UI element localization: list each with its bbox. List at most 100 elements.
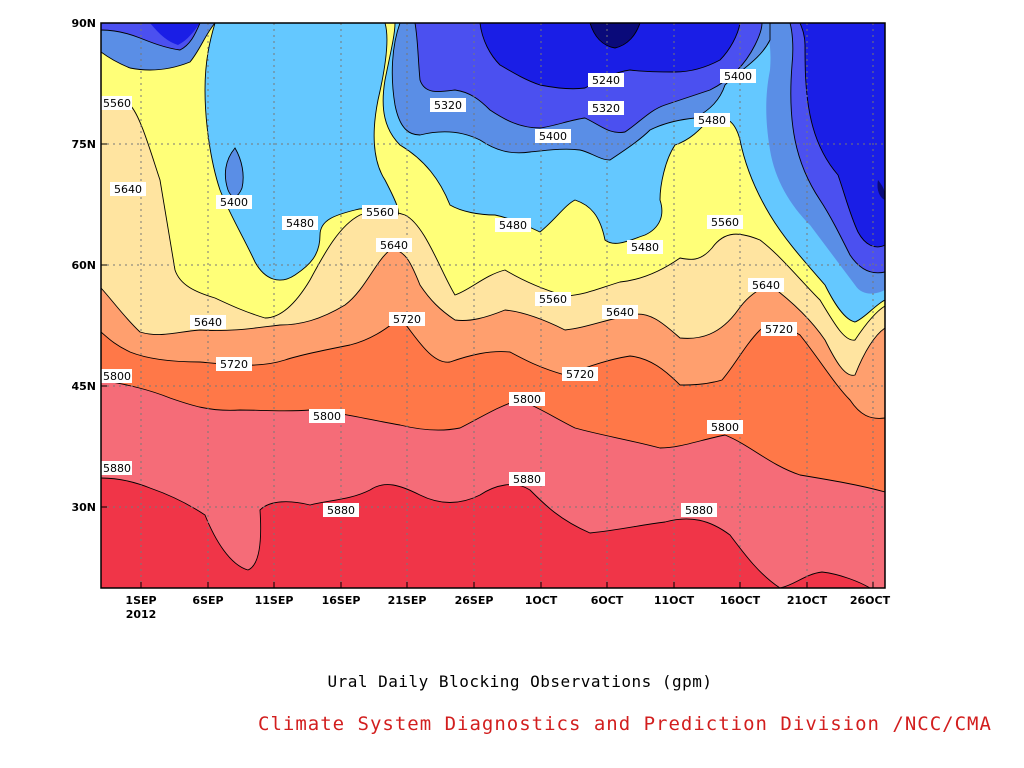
x-tick-label: 16OCT — [720, 594, 761, 607]
contour-label: 5480 — [627, 240, 663, 254]
band-5320-5400 — [101, 23, 885, 273]
x-tick-label: 26OCT — [850, 594, 891, 607]
svg-text:5880: 5880 — [103, 462, 131, 475]
y-tick-label: 90N — [71, 17, 96, 30]
svg-text:5560: 5560 — [366, 206, 394, 219]
contour-label: 5560 — [100, 96, 132, 110]
contour-label: 5800 — [707, 420, 743, 434]
contour-label: 5320 — [588, 101, 624, 115]
contour-label: 5720 — [216, 357, 252, 371]
x-tick-label: 26SEP — [455, 594, 494, 607]
x-tick-label: 1OCT — [525, 594, 558, 607]
band-5240-5320 — [150, 23, 885, 247]
svg-text:5560: 5560 — [103, 97, 131, 110]
band-below-5240 — [590, 23, 885, 200]
contour-label: 5640 — [190, 315, 226, 329]
svg-text:5640: 5640 — [752, 279, 780, 292]
contour-label: 5480 — [694, 113, 730, 127]
svg-text:5400: 5400 — [220, 196, 248, 209]
contour-label: 5240 — [588, 73, 624, 87]
contour-label: 5720 — [761, 322, 797, 336]
contour-label-layer: 5240 5320 5320 5400 5400 5400 5480 5480 … — [100, 69, 797, 517]
x-tick-label: 1SEP — [125, 594, 156, 607]
svg-text:5480: 5480 — [499, 219, 527, 232]
svg-text:5640: 5640 — [606, 306, 634, 319]
contour-line-5480 — [204, 23, 885, 323]
contour-label: 5320 — [430, 98, 466, 112]
plot-frame — [100, 22, 886, 589]
svg-text:5320: 5320 — [434, 99, 462, 112]
contour-label: 5720 — [562, 367, 598, 381]
contour-label: 5400 — [216, 195, 252, 209]
contour-line-5800 — [101, 379, 885, 493]
svg-text:5400: 5400 — [724, 70, 752, 83]
svg-text:5720: 5720 — [566, 368, 594, 381]
contour-label: 5800 — [100, 369, 132, 383]
x-tick-label: 21OCT — [787, 594, 828, 607]
svg-text:5880: 5880 — [513, 473, 541, 486]
credit-line: Climate System Diagnostics and Predictio… — [258, 713, 992, 735]
svg-text:5560: 5560 — [539, 293, 567, 306]
contour-label: 5720 — [389, 312, 425, 326]
x-tick-label: 16SEP — [322, 594, 361, 607]
svg-text:5560: 5560 — [711, 216, 739, 229]
svg-text:5640: 5640 — [194, 316, 222, 329]
contour-label: 5560 — [707, 215, 743, 229]
svg-text:5640: 5640 — [114, 183, 142, 196]
chart-title: Ural Daily Blocking Observations (gpm) — [327, 672, 713, 691]
x-tick-marks — [140, 582, 874, 588]
contour-label: 5400 — [720, 69, 756, 83]
svg-text:5480: 5480 — [286, 217, 314, 230]
svg-text:5720: 5720 — [393, 313, 421, 326]
svg-text:5880: 5880 — [685, 504, 713, 517]
x-tick-labels: 1SEP 6SEP 11SEP 16SEP 21SEP 26SEP 1OCT 6… — [125, 594, 890, 621]
svg-text:5720: 5720 — [765, 323, 793, 336]
x-tick-label: 11OCT — [654, 594, 695, 607]
contour-label: 5640 — [602, 305, 638, 319]
contour-line-5640 — [101, 249, 885, 376]
svg-text:5320: 5320 — [592, 102, 620, 115]
band-5400-eye — [225, 148, 244, 197]
svg-text:5240: 5240 — [592, 74, 620, 87]
contour-label: 5480 — [282, 216, 318, 230]
svg-text:5480: 5480 — [698, 114, 726, 127]
x-tick-label: 21SEP — [388, 594, 427, 607]
contour-label: 5560 — [362, 205, 398, 219]
contour-fill-layer — [101, 23, 885, 588]
contour-label: 5640 — [376, 238, 412, 252]
y-tick-label: 60N — [71, 259, 96, 272]
svg-text:5720: 5720 — [220, 358, 248, 371]
svg-text:5800: 5800 — [313, 410, 341, 423]
svg-text:5480: 5480 — [631, 241, 659, 254]
contour-label: 5400 — [535, 129, 571, 143]
contour-label: 5640 — [748, 278, 784, 292]
contour-label: 5800 — [509, 392, 545, 406]
y-tick-marks — [101, 22, 107, 508]
y-tick-label: 45N — [71, 380, 96, 393]
svg-text:5400: 5400 — [539, 130, 567, 143]
y-tick-label: 75N — [71, 138, 96, 151]
contour-line-5560 — [101, 99, 885, 341]
y-tick-labels: 30N 45N 60N 75N 90N — [71, 17, 96, 514]
svg-text:5800: 5800 — [711, 421, 739, 434]
contour-line-5400 — [101, 23, 885, 274]
svg-text:5880: 5880 — [327, 504, 355, 517]
x-year-label: 2012 — [126, 608, 157, 621]
contour-line-5880 — [101, 477, 871, 588]
svg-text:5800: 5800 — [513, 393, 541, 406]
contour-label: 5560 — [535, 292, 571, 306]
y-tick-label: 30N — [71, 501, 96, 514]
contour-label: 5880 — [323, 503, 359, 517]
contour-label: 5880 — [509, 472, 545, 486]
x-tick-label: 11SEP — [255, 594, 294, 607]
contour-label: 5880 — [100, 461, 132, 475]
contour-label: 5640 — [110, 182, 146, 196]
x-tick-label: 6SEP — [192, 594, 223, 607]
contour-label: 5880 — [681, 503, 717, 517]
contour-label: 5480 — [495, 218, 531, 232]
contour-label: 5800 — [309, 409, 345, 423]
svg-text:5640: 5640 — [380, 239, 408, 252]
x-tick-label: 6OCT — [591, 594, 624, 607]
svg-text:5800: 5800 — [103, 370, 131, 383]
